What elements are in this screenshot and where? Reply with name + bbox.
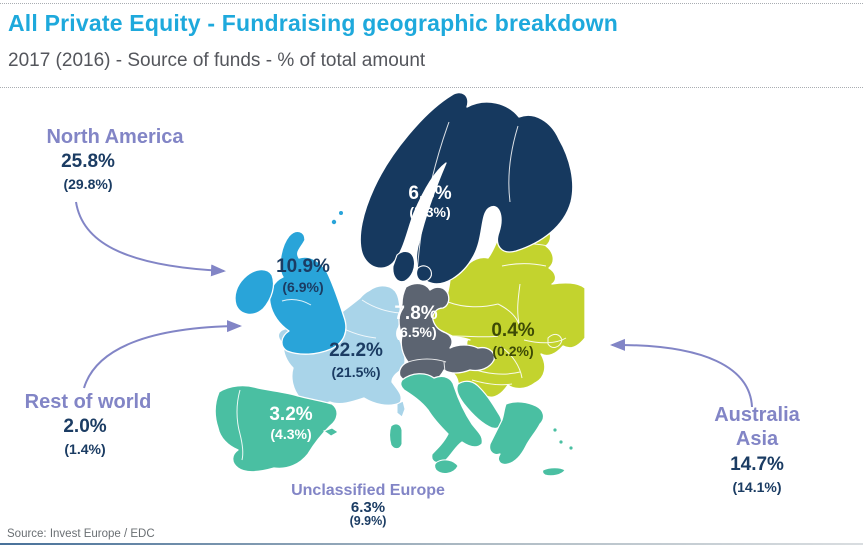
map-region-southern-europe <box>214 373 573 477</box>
nordics-value-label: 6.6% <box>408 183 452 204</box>
southern-europe-value-label: 3.2% <box>269 404 313 425</box>
nordics-prior-label: (5.3%) <box>409 204 451 220</box>
southern-europe-prior-label: (4.3%) <box>270 426 312 442</box>
source-note: Source: Invest Europe / EDC <box>7 528 155 540</box>
callout-rest-of-world-name: Rest of world <box>24 391 152 413</box>
header-dotted-rule <box>0 87 863 88</box>
callout-unclassified-europe-prior: (9.9%) <box>349 514 387 528</box>
callout-australia-asia-name-line1: Australia <box>714 404 800 426</box>
dach-value-label: 7.8% <box>394 303 438 324</box>
map-region-france-benelux <box>277 285 406 418</box>
page-subtitle: 2017 (2016) - Source of funds - % of tot… <box>8 50 426 71</box>
cee-prior-label: (0.2%) <box>492 343 534 359</box>
callout-north-america-prior: (29.8%) <box>63 176 113 192</box>
australia-asia-arrow <box>610 338 753 408</box>
callout-australia-asia-prior: (14.1%) <box>732 479 782 495</box>
top-dotted-rule <box>0 3 863 4</box>
callout-australia-asia-value: 14.7% <box>730 454 784 475</box>
callout-north-america-name: North America <box>46 126 184 148</box>
france-benelux-prior-label: (21.5%) <box>331 364 381 380</box>
map-region-uk-ireland <box>234 211 347 355</box>
map-region-dach <box>398 282 495 386</box>
cee-value-label: 0.4% <box>491 320 535 341</box>
callout-rest-of-world-prior: (1.4%) <box>64 441 106 457</box>
uk-ireland-value-label: 10.9% <box>276 256 330 277</box>
callout-rest-of-world-value: 2.0% <box>63 416 107 437</box>
uk-ireland-prior-label: (6.9%) <box>282 279 324 295</box>
callout-north-america-value: 25.8% <box>61 151 115 172</box>
north-america-arrow <box>75 201 226 277</box>
france-benelux-value-label: 22.2% <box>329 340 383 361</box>
footer-rule <box>0 543 863 545</box>
callout-australia-asia-name-line2: Asia <box>735 428 779 450</box>
map-region-nordics <box>359 92 574 285</box>
callout-unclassified-europe-value: 6.3% <box>350 499 386 516</box>
rest-of-world-arrow <box>83 320 242 389</box>
dach-prior-label: (6.5%) <box>395 324 437 340</box>
page-title: All Private Equity - Fundraising geograp… <box>8 10 618 36</box>
callout-unclassified-europe-name: Unclassified Europe <box>291 482 445 499</box>
